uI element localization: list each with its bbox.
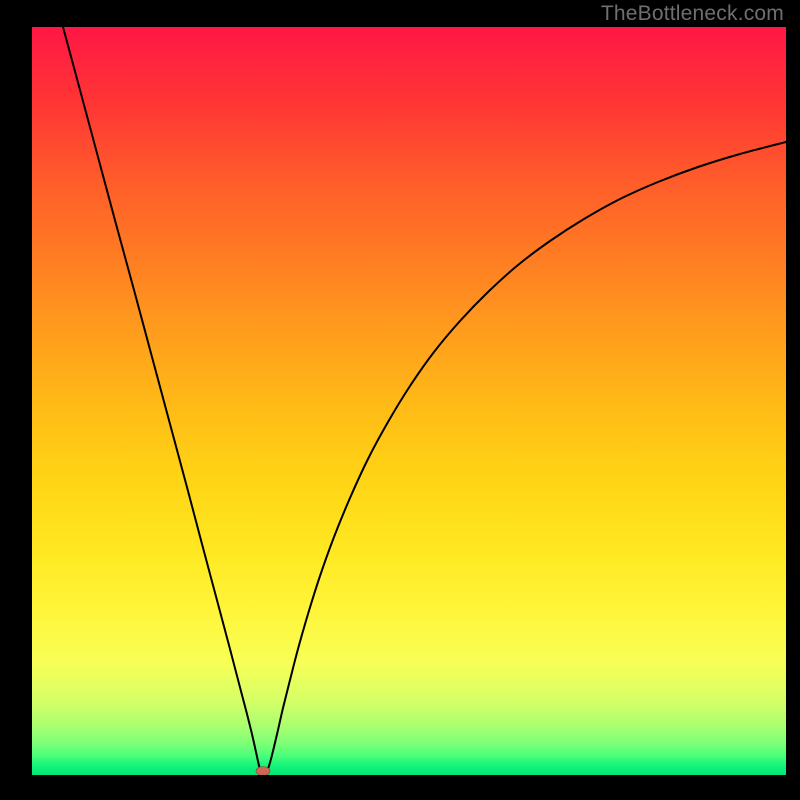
minimum-marker <box>256 767 270 776</box>
gradient-background <box>32 27 786 775</box>
chart-frame: TheBottleneck.com <box>0 0 800 800</box>
plot-area <box>32 27 786 775</box>
plot-svg <box>32 27 786 775</box>
watermark-text: TheBottleneck.com <box>601 2 784 26</box>
